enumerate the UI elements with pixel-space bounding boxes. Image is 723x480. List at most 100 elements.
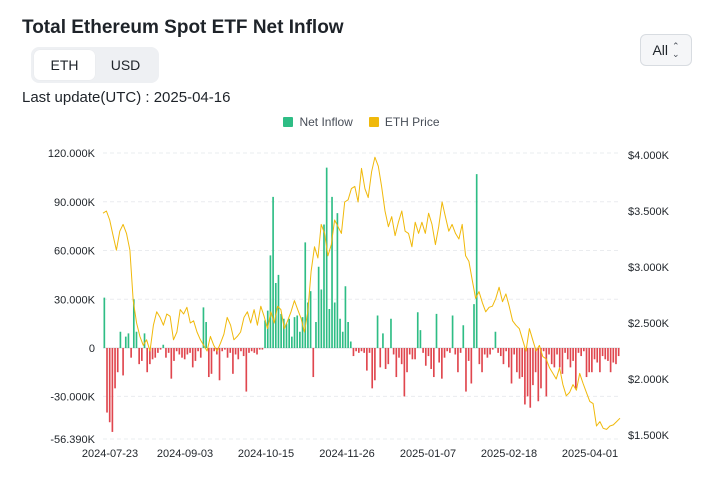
inflow-bar: [526, 348, 529, 397]
y-right-tick-label: $3.500K: [628, 206, 670, 218]
x-tick-label: 2024-10-15: [238, 448, 294, 460]
inflow-bar: [344, 286, 347, 348]
inflow-bar: [518, 348, 521, 379]
inflow-bar: [473, 304, 475, 349]
inflow-bar: [250, 348, 253, 352]
inflow-bar: [374, 348, 376, 381]
inflow-bar: [130, 348, 132, 358]
inflow-bar: [285, 323, 288, 349]
inflow-bar: [232, 348, 234, 374]
inflow-bar: [438, 348, 441, 363]
toggle-usd-button[interactable]: USD: [110, 57, 141, 73]
inflow-bar: [143, 333, 146, 349]
inflow-bar: [475, 174, 478, 349]
inflow-bar: [617, 348, 620, 357]
inflow-bar: [224, 348, 226, 350]
inflow-bar: [119, 331, 122, 348]
inflow-bar: [577, 348, 580, 353]
inflow-bar: [446, 348, 449, 352]
inflow-bar: [248, 348, 250, 353]
inflow-bar: [266, 310, 269, 349]
inflow-bar: [226, 348, 229, 358]
inflow-bar: [368, 348, 371, 353]
inflow-bar: [197, 348, 199, 352]
inflow-bar: [478, 348, 481, 365]
inflow-bar: [489, 348, 491, 355]
inflow-bar: [122, 348, 124, 376]
inflow-bar: [124, 336, 127, 349]
inflow-bar: [384, 348, 387, 369]
inflow-bar: [154, 348, 157, 358]
x-tick-label: 2024-09-03: [157, 448, 213, 460]
inflow-bar: [269, 255, 272, 349]
inflow-bar: [173, 348, 175, 361]
legend-swatch-net-inflow: [283, 117, 294, 127]
inflow-bar: [205, 322, 207, 348]
inflow-bar: [213, 348, 215, 352]
inflow-bar: [170, 348, 173, 379]
inflow-bar: [221, 348, 224, 352]
inflow-bar: [416, 312, 419, 348]
inflow-bar: [277, 274, 280, 349]
inflow-bar: [135, 331, 138, 348]
inflow-bar: [333, 302, 336, 348]
inflow-bar: [325, 167, 328, 349]
x-tick-label: 2024-11-26: [319, 448, 374, 460]
inflow-bar: [427, 348, 430, 357]
inflow-bar: [159, 348, 162, 350]
inflow-bar: [558, 348, 561, 368]
inflow-bar: [550, 348, 553, 365]
inflow-bar: [194, 348, 197, 361]
inflow-bar: [309, 291, 312, 349]
page-title: Total Ethereum Spot ETF Net Inflow: [22, 17, 344, 38]
inflow-bar: [553, 348, 556, 368]
range-select[interactable]: All ⌃ ⌄: [640, 34, 692, 66]
inflow-bar: [264, 320, 266, 349]
inflow-bar: [524, 348, 526, 405]
inflow-bar: [508, 348, 510, 368]
inflow-bar: [151, 348, 154, 360]
inflow-bar: [433, 348, 435, 378]
inflow-bar: [609, 348, 612, 373]
inflow-bar: [299, 331, 301, 348]
inflow-bar: [411, 348, 414, 360]
inflow-bar: [548, 348, 550, 355]
inflow-bar: [414, 348, 416, 360]
inflow-bar: [585, 348, 588, 378]
inflow-bar: [521, 348, 524, 378]
inflow-bar: [491, 348, 494, 350]
inflow-bar: [149, 348, 151, 365]
toggle-eth-button[interactable]: ETH: [34, 50, 95, 80]
inflow-bar: [331, 196, 333, 349]
inflow-bar: [181, 348, 183, 358]
inflow-bar: [483, 348, 486, 355]
inflow-bar: [529, 348, 532, 408]
inflow-bar: [349, 341, 352, 348]
inflow-bar: [207, 348, 210, 378]
inflow-bar: [114, 348, 116, 389]
inflow-bar: [165, 348, 167, 358]
inflow-bar: [357, 348, 360, 353]
legend-label-net-inflow: Net Inflow: [299, 115, 353, 129]
legend-swatch-eth-price: [368, 117, 379, 127]
inflow-bar: [615, 348, 617, 365]
inflow-bar: [612, 348, 615, 363]
inflow-bar: [596, 348, 599, 363]
inflow-bar: [296, 315, 299, 348]
legend-item-net-inflow[interactable]: Net Inflow: [283, 115, 353, 129]
inflow-bar: [256, 348, 258, 355]
inflow-bar: [465, 348, 467, 392]
legend-item-eth-price[interactable]: ETH Price: [368, 115, 440, 129]
inflow-bar: [457, 348, 459, 373]
inflow-bar: [430, 348, 432, 369]
inflow-bar: [406, 348, 408, 373]
inflow-bar: [459, 348, 462, 353]
inflow-bar: [486, 348, 489, 358]
inflow-bar: [580, 348, 582, 357]
inflow-bar: [532, 348, 534, 386]
inflow-bar: [341, 331, 344, 348]
inflow-bar: [240, 348, 242, 352]
inflow-bar: [561, 348, 564, 374]
x-tick-label: 2025-02-18: [481, 448, 537, 460]
